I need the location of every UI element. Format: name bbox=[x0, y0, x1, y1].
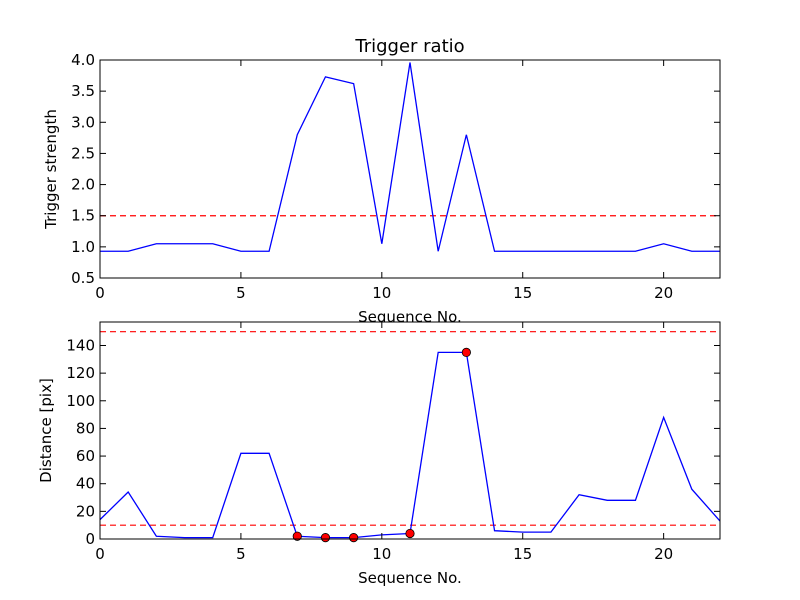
distance-marker-point bbox=[320, 533, 331, 543]
distance-x-tick-label: 0 bbox=[95, 545, 105, 563]
trigger-y-tick-label: 4.0 bbox=[71, 51, 95, 69]
distance-marker-point bbox=[405, 528, 415, 539]
trigger-series-line bbox=[100, 62, 720, 252]
distance-x-tick-label: 15 bbox=[513, 545, 532, 563]
distance-y-tick-label: 0 bbox=[85, 530, 95, 548]
distance-marker-point bbox=[349, 533, 359, 543]
distance-x-axis-label: Sequence No. bbox=[358, 569, 462, 587]
distance-y-tick-label: 100 bbox=[66, 392, 95, 410]
trigger-y-tick-label: 3.5 bbox=[71, 82, 95, 100]
trigger-y-tick-label: 2.0 bbox=[71, 176, 95, 194]
trigger-ratio-chart: 0 5 10 15 200.51.01.52.02.53.03.54.0Sequence… bbox=[42, 36, 721, 326]
distance-plot-area bbox=[100, 322, 720, 539]
trigger-plot-area bbox=[100, 60, 720, 278]
trigger-y-tick-label: 2.5 bbox=[71, 144, 95, 162]
trigger-axes-frame bbox=[99, 59, 721, 279]
distance-y-tick-label: 140 bbox=[66, 336, 95, 354]
distance-chart: 0 5 10 15 20 0 20 40 60 80 100 120 140 Sequence No. Di… bbox=[37, 321, 721, 587]
trigger-x-tick-label: 0 bbox=[95, 284, 105, 302]
distance-x-tick-label: 20 bbox=[654, 545, 673, 563]
trigger-y-tick-label: 1.0 bbox=[71, 238, 95, 256]
distance-y-tick-label: 80 bbox=[76, 419, 95, 437]
trigger-x-tick-label: 15 bbox=[513, 284, 532, 302]
trigger-chart-title: Trigger ratio bbox=[354, 36, 464, 57]
distance-x-tick-label: 5 bbox=[236, 545, 246, 563]
trigger-x-tick-label: 20 bbox=[654, 284, 673, 302]
trigger-x-tick-label: 5 bbox=[236, 284, 246, 302]
distance-y-tick-label: 60 bbox=[76, 447, 95, 465]
distance-y-tick-label: 40 bbox=[76, 475, 95, 493]
trigger-x-tick-label: 10 bbox=[372, 284, 391, 302]
trigger-y-tick-label: 1.5 bbox=[71, 207, 95, 225]
trigger-y-axis-label: Trigger strength bbox=[42, 109, 60, 230]
distance-x-tick-label: 10 bbox=[372, 545, 391, 563]
distance-y-tick-label: 20 bbox=[76, 502, 95, 520]
distance-y-tick-label: 120 bbox=[66, 364, 95, 382]
trigger-y-tick-label: 0.5 bbox=[71, 269, 95, 287]
distance-y-axis-label: Distance [pix] bbox=[37, 378, 55, 483]
distance-axes-frame bbox=[99, 321, 721, 540]
distance-marker-point bbox=[461, 347, 471, 358]
trigger-y-tick-label: 3.0 bbox=[71, 113, 95, 131]
distance-marker-point bbox=[292, 531, 302, 541]
